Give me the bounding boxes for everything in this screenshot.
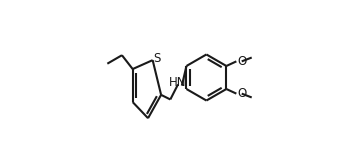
Text: O: O [237, 55, 246, 68]
Text: HN: HN [168, 76, 186, 89]
Text: S: S [153, 52, 160, 65]
Text: O: O [237, 87, 246, 100]
